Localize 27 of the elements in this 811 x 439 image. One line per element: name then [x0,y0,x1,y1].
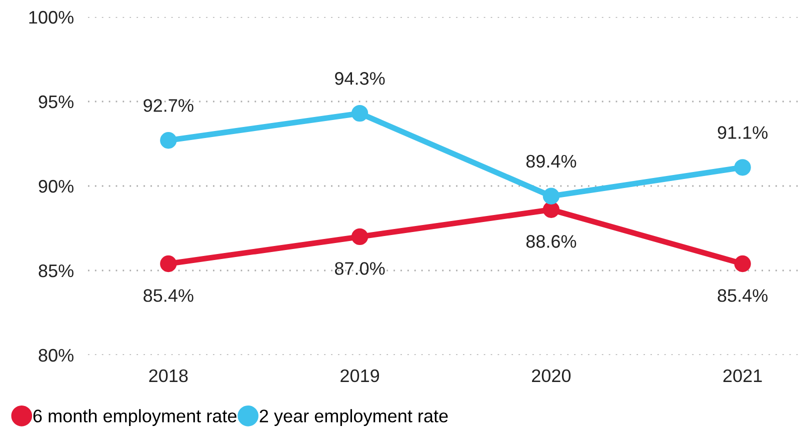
data-label: 89.4% [526,154,576,168]
point [734,255,751,272]
data-label: 85.4% [144,289,194,302]
y-tick-label: 95% [38,95,74,108]
data-label: 94.3% [335,72,385,85]
point [160,132,177,149]
x-tick-label: 2020 [532,369,571,382]
x-tick-label: 2019 [340,369,380,382]
y-tick-label: 100% [29,10,74,24]
legend-label: 2 year employment rate [260,409,448,426]
point [542,188,560,204]
y-tick-label: 90% [38,180,74,193]
point [160,255,177,272]
point [734,159,751,176]
data-label: 91.1% [718,126,768,139]
legend-label: 6 month employment rate [33,409,236,426]
data-label: 87.0% [334,262,385,275]
data-label: 92.7% [144,99,194,112]
point [542,201,560,218]
data-label: 85.4% [718,289,768,302]
point [351,228,368,246]
y-tick-label: 85% [38,264,74,278]
data-label: 88.6% [526,235,576,248]
x-tick-label: 2021 [723,369,762,382]
x-tick-label: 2018 [149,369,188,382]
point [351,104,368,122]
y-tick-label: 80% [38,348,74,362]
